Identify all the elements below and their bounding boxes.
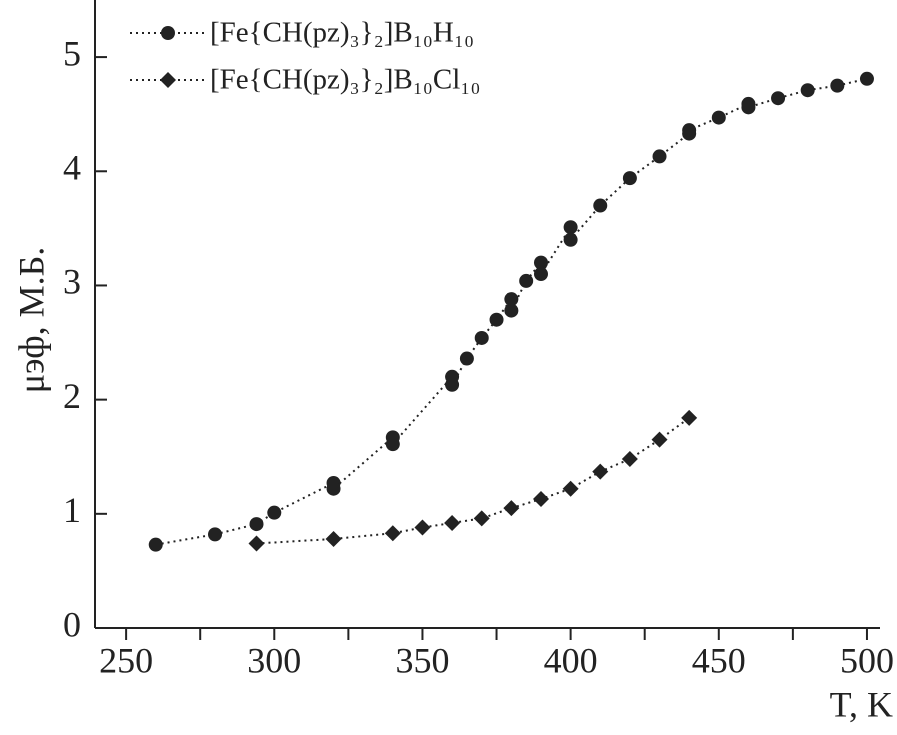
data-point [326, 481, 341, 496]
data-point [621, 451, 638, 468]
data-point [592, 463, 609, 480]
y-tick-label: 2 [63, 376, 81, 416]
data-point [148, 537, 163, 552]
data-point [652, 149, 667, 164]
data-point [711, 110, 726, 125]
data-point [385, 437, 400, 452]
data-point [682, 123, 697, 138]
x-tick-label: 250 [99, 640, 153, 680]
data-point [459, 351, 474, 366]
y-tick-label: 0 [63, 604, 81, 644]
y-tick-label: 5 [63, 33, 81, 73]
legend-label: [Fe{CH(pz)₃}₂]B₁₀Cl₁₀ [210, 64, 481, 96]
data-point [562, 480, 579, 497]
data-point [800, 83, 815, 98]
data-point [859, 71, 874, 86]
data-point [384, 525, 401, 542]
data-point [444, 514, 461, 531]
legend-marker [161, 26, 175, 40]
legend-label: [Fe{CH(pz)₃}₂]B₁₀H₁₀ [210, 17, 474, 49]
data-point [622, 171, 637, 186]
data-point [473, 510, 490, 527]
data-point [489, 312, 504, 327]
x-tick-label: 500 [840, 640, 894, 680]
y-tick-label: 3 [63, 262, 81, 302]
data-point [249, 517, 264, 532]
data-point [445, 377, 460, 392]
data-point [533, 255, 548, 270]
data-point [771, 91, 786, 106]
legend-marker [160, 72, 176, 88]
data-point [681, 409, 698, 426]
x-axis-label: T, K [830, 684, 893, 724]
y-tick-label: 4 [63, 148, 81, 188]
y-tick-label: 1 [63, 490, 81, 530]
data-point [563, 232, 578, 247]
data-point [563, 220, 578, 235]
y-axis-label: μэф, М.Б. [11, 247, 51, 394]
data-point [651, 431, 668, 448]
data-point [504, 292, 519, 307]
data-point [208, 527, 223, 542]
data-point [532, 490, 549, 507]
data-point [248, 535, 265, 552]
data-point [414, 519, 431, 536]
data-point [504, 303, 519, 318]
series-line [256, 417, 690, 545]
x-tick-label: 350 [395, 640, 449, 680]
x-tick-label: 300 [247, 640, 301, 680]
data-point [267, 505, 282, 520]
x-tick-label: 400 [544, 640, 598, 680]
data-point [503, 500, 520, 517]
data-point [533, 267, 548, 282]
data-point [519, 273, 534, 288]
x-tick-label: 450 [692, 640, 746, 680]
data-point [474, 330, 489, 345]
data-point [593, 198, 608, 213]
data-point [830, 78, 845, 93]
data-point [325, 530, 342, 547]
data-point [741, 100, 756, 115]
